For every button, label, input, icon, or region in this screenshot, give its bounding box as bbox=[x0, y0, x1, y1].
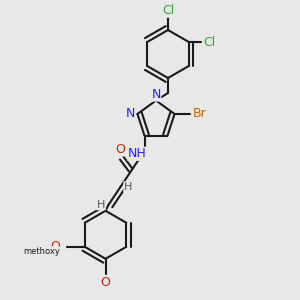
Text: Cl: Cl bbox=[204, 35, 216, 49]
Text: N: N bbox=[151, 88, 161, 101]
Text: O: O bbox=[116, 143, 125, 156]
Text: methoxy: methoxy bbox=[23, 247, 60, 256]
Text: O: O bbox=[50, 240, 60, 253]
Text: H: H bbox=[124, 182, 132, 192]
Text: H: H bbox=[97, 200, 105, 210]
Text: N: N bbox=[125, 107, 135, 121]
Text: Cl: Cl bbox=[162, 4, 174, 17]
Text: NH: NH bbox=[128, 147, 146, 160]
Text: O: O bbox=[100, 276, 110, 289]
Text: Br: Br bbox=[193, 107, 207, 121]
